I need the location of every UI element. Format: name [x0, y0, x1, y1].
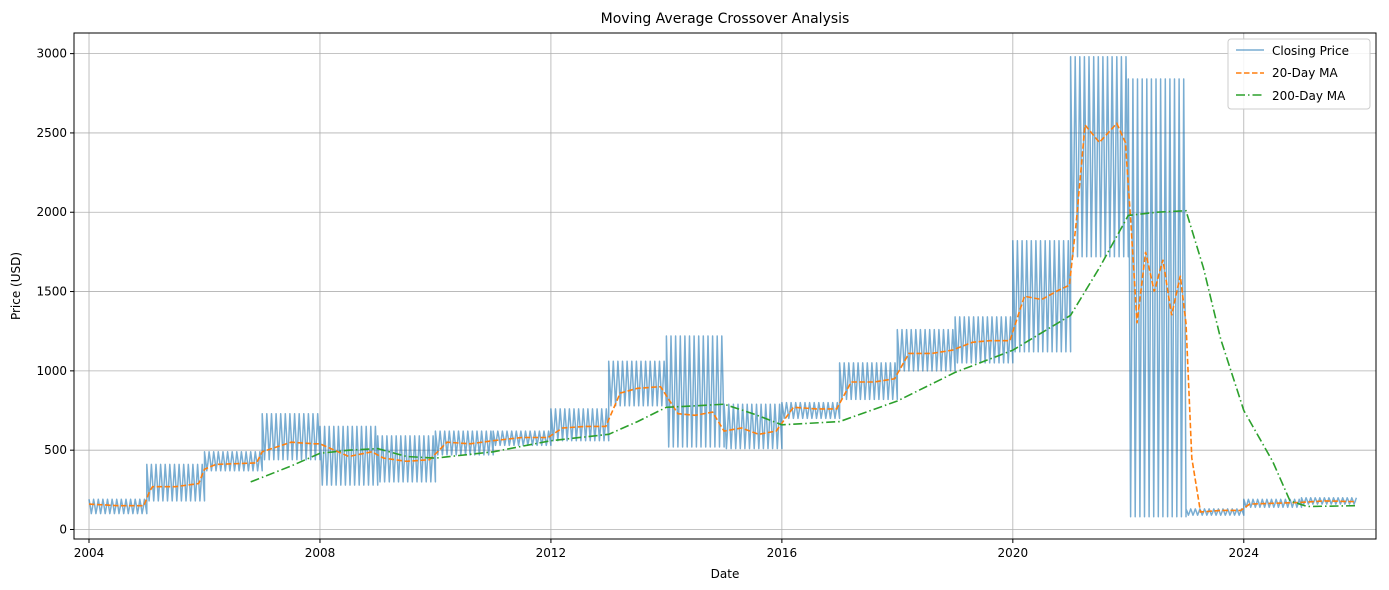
legend-box	[1227, 38, 1371, 110]
y-tick-label-2500: 2500	[36, 126, 67, 140]
y-tick-label-1000: 1000	[36, 364, 67, 378]
x-tick-label-2024: 2024	[1229, 546, 1260, 560]
y-tick-label-1500: 1500	[36, 285, 67, 299]
axes-frame	[73, 32, 1377, 540]
x-axis-ticks: 2004 2008 2012 2016 2020 2024	[74, 539, 1259, 560]
legend-label-closing-price: Closing Price	[1272, 44, 1349, 58]
y-axis-label: Price (USD)	[9, 252, 23, 320]
y-tick-label-0: 0	[59, 522, 67, 536]
series-closing-price-line	[88, 56, 1358, 518]
series-200-day-ma-line	[250, 209, 1357, 508]
legend-label-200-day-ma: 200-Day MA	[1272, 89, 1346, 103]
y-tick-label-2000: 2000	[36, 205, 67, 219]
x-axis-label: Date	[711, 567, 740, 581]
series-20-day-ma-line	[88, 121, 1357, 513]
chart-title: Moving Average Crossover Analysis	[601, 11, 850, 27]
x-tick-label-2008: 2008	[305, 546, 336, 560]
y-tick-label-3000: 3000	[36, 47, 67, 61]
x-tick-label-2020: 2020	[998, 546, 1029, 560]
legend-label-20-day-ma: 20-Day MA	[1272, 66, 1338, 80]
legend: Closing Price 20-Day MA 200-Day MA	[1227, 38, 1371, 110]
x-tick-label-2004: 2004	[74, 546, 105, 560]
x-tick-label-2012: 2012	[536, 546, 567, 560]
plot-area	[88, 56, 1358, 518]
y-tick-label-500: 500	[44, 443, 67, 457]
x-tick-label-2016: 2016	[767, 546, 798, 560]
y-axis-ticks: 0 500 1000 1500 2000 2500 3000	[36, 47, 74, 536]
